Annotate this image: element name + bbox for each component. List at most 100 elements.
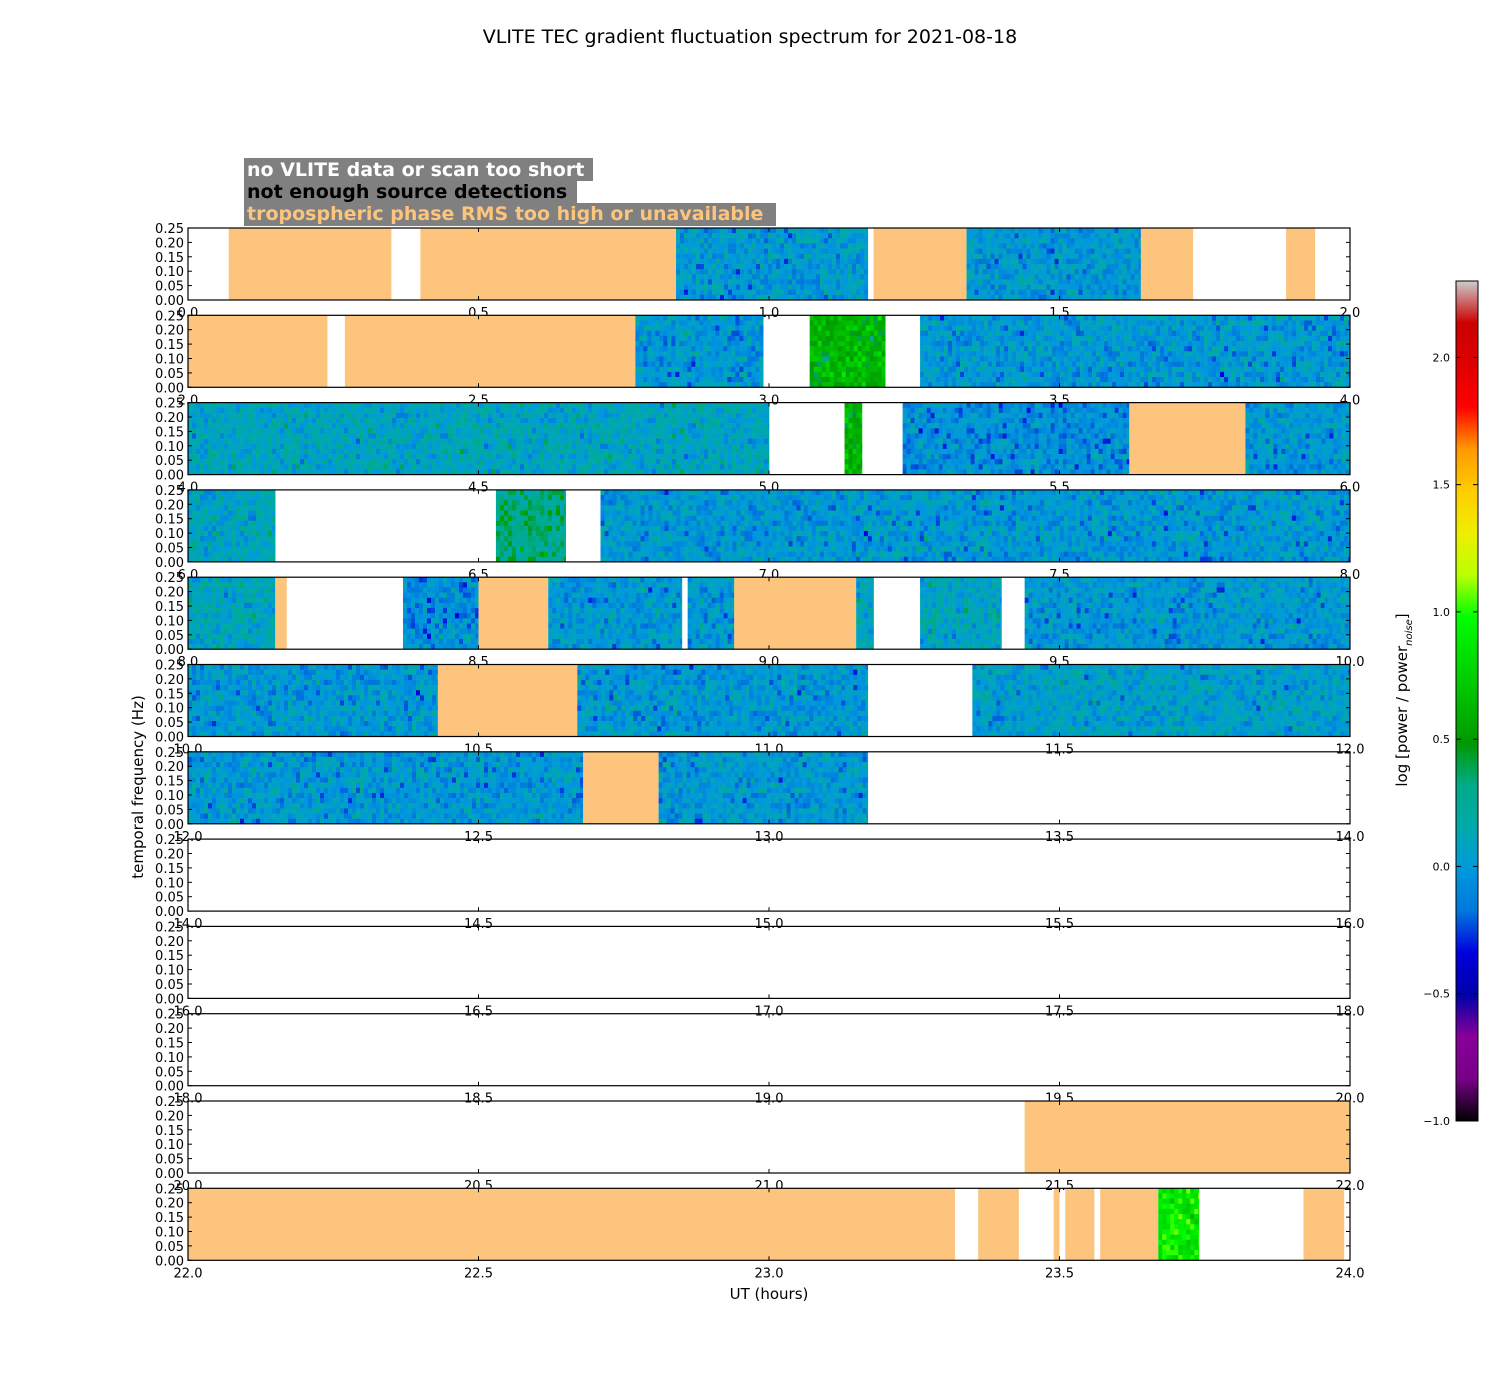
spectrum-segment: [188, 577, 276, 650]
panel-frame: [187, 925, 1351, 1000]
chart-title: VLITE TEC gradient fluctuation spectrum …: [483, 26, 1017, 48]
colorbar-tick-label: 0.0: [1433, 860, 1451, 873]
y-tick-label: 0.00: [155, 643, 184, 658]
y-tick-label: 0.20: [155, 935, 184, 950]
panel-2: 0.000.050.100.150.200.252.0 2.5 3.0 3.5 4.0: [155, 309, 1360, 408]
y-tick-label: 0.05: [155, 542, 184, 557]
y-tick-label: 0.05: [155, 716, 184, 731]
colorbar-label-main: log [power / power: [1393, 645, 1411, 787]
y-tick-label: 0.05: [155, 1240, 184, 1255]
x-tick-label: 22.5: [464, 1266, 493, 1281]
x-tick-label: 23.5: [1045, 1266, 1074, 1281]
x-tick-label: 19.0: [755, 1092, 784, 1107]
trop-rms-block: [275, 577, 287, 650]
panel-spectrogram: [188, 1188, 1345, 1261]
y-tick-label: 0.20: [155, 673, 184, 688]
y-tick-label: 0.10: [155, 964, 184, 979]
spectrum-segment: [902, 402, 1130, 475]
y-tick-label: 0.00: [155, 905, 184, 920]
y-tick-label: 0.10: [155, 702, 184, 717]
y-tick-label: 0.00: [155, 294, 184, 309]
colorbar-gradient: [1455, 280, 1479, 1122]
y-tick-label: 0.15: [155, 513, 184, 528]
y-tick-label: 0.05: [155, 1153, 184, 1168]
y-tick-label: 0.20: [155, 498, 184, 513]
y-tick-label: 0.25: [155, 309, 184, 324]
y-tick-label: 0.10: [155, 789, 184, 804]
y-tick-label: 0.05: [155, 454, 184, 469]
trop-rms-block: [734, 577, 857, 650]
y-tick-label: 0.00: [155, 469, 184, 484]
x-tick-label: 14.0: [174, 917, 203, 932]
x-tick-label: 1.0: [759, 306, 780, 321]
y-tick-label: 0.10: [155, 265, 184, 280]
x-tick-label: 12.0: [174, 830, 203, 845]
y-tick-label: 0.20: [155, 760, 184, 775]
y-tick-label: 0.15: [155, 687, 184, 702]
spectrum-segment: [548, 577, 683, 650]
colorbar-tick-label: 0.5: [1433, 733, 1451, 746]
legend-no-data: no VLITE data or scan too short: [247, 159, 584, 181]
y-tick-label: 0.15: [155, 949, 184, 964]
trop-rms-block: [228, 228, 392, 300]
y-tick-label: 0.20: [155, 1109, 184, 1124]
spectrum-segment: [972, 664, 1350, 737]
panel-9: 0.000.050.100.150.200.25 16.0 16.5 17.0 17.5…: [155, 920, 1364, 1019]
trop-rms-block: [188, 315, 328, 388]
y-tick-label: 0.20: [155, 848, 184, 863]
x-tick-label: 15.0: [755, 917, 784, 932]
y-tick-label: 0.05: [155, 978, 184, 993]
y-tick-label: 0.25: [155, 1182, 184, 1197]
colorbar-tick-label: 1.5: [1433, 479, 1451, 492]
trop-rms-block: [1286, 228, 1316, 300]
panel-spectrogram: [1024, 1101, 1350, 1173]
trop-rms-block: [873, 228, 967, 300]
y-tick-label: 0.10: [155, 1226, 184, 1241]
y-tick-label: 0.25: [155, 659, 184, 674]
trop-rms-block: [437, 664, 578, 737]
y-tick-label: 0.25: [155, 1095, 184, 1110]
panel-12: 0.000.050.100.150.200.25 22.0 22.5 23.0 23.5…: [155, 1182, 1364, 1281]
spectrum-segment: [495, 489, 566, 562]
trop-rms-block: [420, 228, 677, 300]
panel-spectrogram: [188, 315, 1350, 388]
x-tick-label: 23.0: [755, 1266, 784, 1281]
x-tick-label: 16.0: [1336, 917, 1365, 932]
panel-spectrogram: [188, 577, 1350, 650]
x-tick-label: 11.5: [1045, 743, 1074, 758]
y-tick-label: 0.00: [155, 1167, 184, 1182]
x-tick-label: 15.5: [1045, 917, 1074, 932]
x-tick-label: 14.5: [464, 917, 493, 932]
y-tick-label: 0.05: [155, 1065, 184, 1080]
spectrum-segment: [920, 577, 1002, 650]
x-tick-label: 14.0: [1336, 830, 1365, 845]
x-tick-label: 18.5: [464, 1092, 493, 1107]
panel-spectrogram: [188, 489, 1350, 562]
spectrum-segment: [600, 489, 805, 562]
legend-trop-rms: tropospheric phase RMS too high or unava…: [247, 203, 763, 225]
panel-spectrogram: [228, 228, 1316, 300]
y-tick-label: 0.25: [155, 397, 184, 412]
legend-box-2: [244, 181, 577, 203]
y-tick-label: 0.05: [155, 629, 184, 644]
y-tick-label: 0.00: [155, 556, 184, 571]
y-tick-label: 0.25: [155, 920, 184, 935]
x-tick-label: 13.0: [755, 830, 784, 845]
x-tick-label: 17.0: [755, 1004, 784, 1019]
panel-1: 0.000.050.100.150.200.250.0 0.5 1.0 1.5 2.0: [155, 222, 1360, 321]
panel-spectrogram: [188, 402, 1350, 475]
spectrum-segment: [402, 577, 479, 650]
spectrum-segment: [188, 402, 770, 475]
legend-box-3: [244, 203, 776, 226]
y-tick-label: 0.00: [155, 381, 184, 396]
y-tick-label: 0.15: [155, 1211, 184, 1226]
trop-rms-block: [583, 751, 659, 824]
spectrum-segment: [920, 315, 1350, 388]
spectrum-segment: [803, 489, 1350, 562]
spectrum-segment: [1245, 402, 1350, 475]
x-tick-label: 4.5: [468, 481, 489, 496]
colorbar-ticks: −1.0 −0.5 0.0 0.5 1.0 1.5 2.0: [1423, 351, 1478, 1128]
